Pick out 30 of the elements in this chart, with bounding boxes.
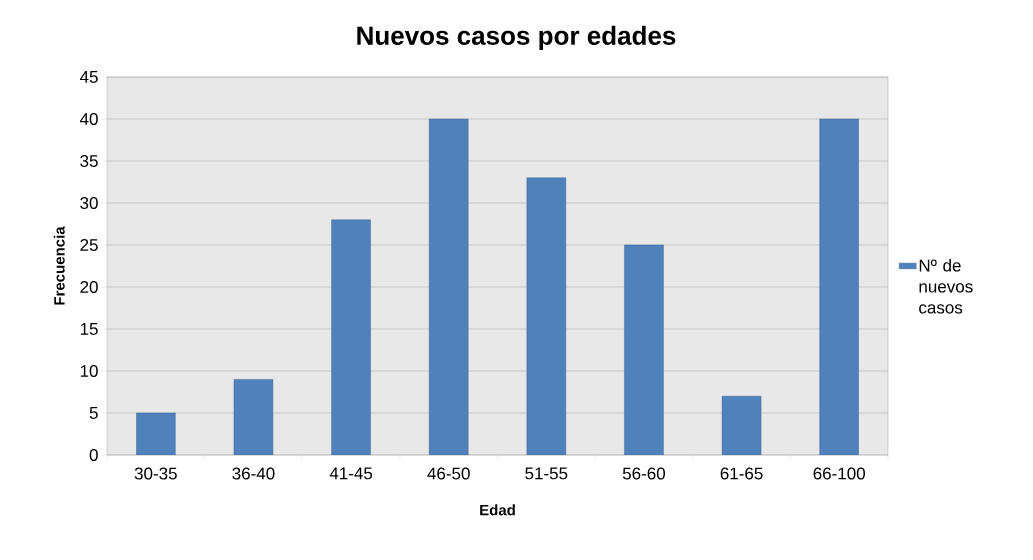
bar [136,412,176,455]
x-tick-label: 41-45 [329,467,373,480]
x-tick-label: 61-65 [720,467,763,480]
y-tick-label: 10 [80,364,98,378]
bar [624,244,664,455]
bar [819,118,859,455]
y-tick-label: 40 [79,112,98,126]
y-axis-title: Frecuencia [53,226,65,305]
bar [428,118,469,455]
x-tick-label: 36-40 [232,467,275,480]
x-tick-label: 51-55 [525,467,568,480]
y-tick-label: 15 [80,323,98,335]
x-tick-label: 56-60 [622,467,666,480]
bar [526,177,567,455]
y-tick-label: 0 [89,448,98,462]
y-tick-label: 25 [80,238,98,252]
y-tick-label: 45 [79,71,98,83]
y-tick-label: 35 [80,154,98,168]
bar [233,379,274,455]
x-tick-label: 66-100 [813,467,865,480]
chart-title: Nuevos casos por edades [357,25,676,51]
legend-label: Nº de nuevos casos [919,259,973,314]
x-axis-title: Edad [480,504,515,516]
y-tick-label: 5 [89,407,98,419]
y-tick-label: 30 [80,196,98,210]
x-tick-label: 30-35 [134,467,177,480]
y-tick-label: 20 [80,280,98,294]
bar [721,395,762,455]
x-tick-label: 46-50 [427,467,470,480]
bar [331,219,371,455]
